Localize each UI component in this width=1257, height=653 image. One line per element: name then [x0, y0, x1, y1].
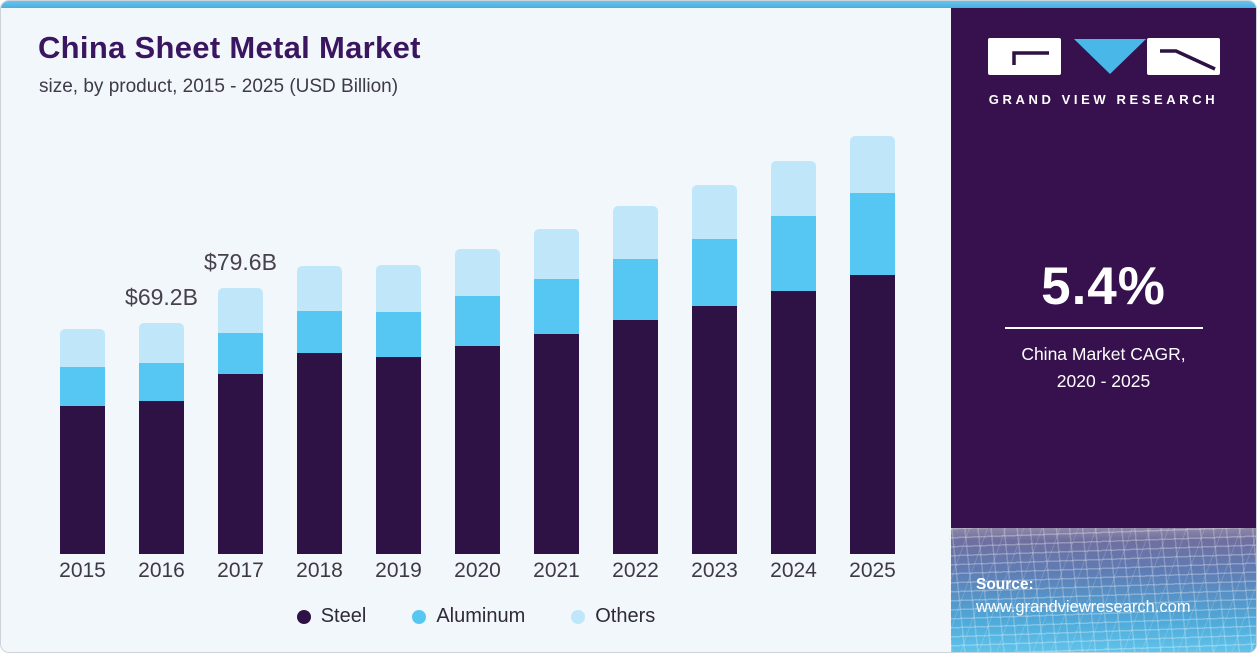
segment-steel-2018: [297, 352, 342, 554]
legend-label-aluminum: Aluminum: [436, 605, 526, 627]
segment-steel-2017: [218, 374, 263, 554]
segment-steel-2016: [139, 401, 184, 554]
bar-group-2023: 2023: [691, 185, 738, 582]
brand-logo: GRAND VIEW RESEARCH: [951, 38, 1256, 107]
bar-stack-2021: [534, 229, 579, 554]
segment-aluminum-2016: [139, 363, 184, 402]
segment-aluminum-2023: [692, 239, 737, 307]
segment-aluminum-2018: [297, 311, 342, 353]
bar-stack-2015: [60, 328, 105, 554]
bar-group-2018: 2018: [296, 266, 343, 582]
bar-group-2024: 2024: [770, 161, 817, 582]
x-tick-2016: 2016: [138, 559, 185, 582]
segment-others-2019: [376, 265, 421, 312]
source-block: Source: www.grandviewresearch.com: [976, 576, 1191, 617]
x-tick-2018: 2018: [296, 559, 343, 582]
legend-dot-steel-icon: [296, 609, 311, 624]
segment-steel-2015: [60, 406, 105, 554]
bar-group-2021: 2021: [533, 229, 580, 582]
legend-item-others: Others: [571, 605, 655, 628]
bar-stack-2023: [692, 185, 737, 554]
segment-aluminum-2017: [218, 332, 263, 375]
bar-group-2025: 2025: [849, 136, 896, 582]
segment-others-2024: [771, 161, 816, 216]
bar-stack-2022: [613, 205, 658, 554]
gvr-logo-icon: [987, 38, 1220, 75]
bar-stack-2020: [455, 248, 500, 554]
segment-others-2021: [534, 229, 579, 279]
bar-group-2017: $79.6B 2017: [204, 249, 277, 582]
legend-dot-others-icon: [571, 609, 586, 624]
cagr-caption-line2: 2020 - 2025: [1056, 371, 1151, 392]
cagr-value: 5.4%: [1041, 257, 1166, 316]
segment-others-2015: [60, 328, 105, 367]
bar-group-2019: 2019: [375, 265, 422, 582]
x-tick-2022: 2022: [612, 559, 659, 582]
segment-steel-2019: [376, 357, 421, 554]
bar-stack-2018: [297, 266, 342, 554]
segment-aluminum-2020: [455, 295, 500, 346]
source-url-link[interactable]: www.grandviewresearch.com: [976, 598, 1191, 616]
infographic-body: China Sheet Metal Market size, by produc…: [1, 8, 1256, 652]
segment-aluminum-2022: [613, 258, 658, 320]
bar-stack-2025: [850, 136, 895, 554]
legend-item-steel: Steel: [296, 605, 367, 628]
bar-total-label-2016: $69.2B: [125, 283, 198, 310]
page-title: China Sheet Metal Market: [38, 30, 421, 65]
bar-group-2015: 2015: [59, 328, 106, 582]
segment-others-2023: [692, 185, 737, 240]
page-subtitle: size, by product, 2015 - 2025 (USD Billi…: [39, 76, 399, 97]
bar-group-2022: 2022: [612, 205, 659, 582]
segment-steel-2021: [534, 333, 579, 554]
segment-others-2022: [613, 205, 658, 259]
brand-panel: GRAND VIEW RESEARCH 5.4% China Market CA…: [951, 8, 1256, 652]
source-label: Source:: [976, 576, 1034, 593]
cagr-stat: 5.4% China Market CAGR, 2020 - 2025: [951, 256, 1256, 395]
chart-card: China Sheet Metal Market size, by produc…: [1, 8, 951, 652]
bar-group-2020: 2020: [454, 248, 501, 582]
segment-steel-2024: [771, 291, 816, 554]
x-tick-2015: 2015: [59, 559, 106, 582]
x-tick-2020: 2020: [454, 559, 501, 582]
x-tick-2019: 2019: [375, 559, 422, 582]
segment-others-2016: [139, 322, 184, 364]
bar-stack-2024: [771, 161, 816, 554]
bar-stack-2017: [218, 288, 263, 554]
x-tick-2025: 2025: [849, 559, 896, 582]
segment-steel-2022: [613, 319, 658, 554]
segment-steel-2020: [455, 345, 500, 554]
legend-label-others: Others: [595, 605, 656, 627]
brand-name: GRAND VIEW RESEARCH: [988, 92, 1219, 107]
bar-stack-2019: [376, 265, 421, 554]
segment-aluminum-2015: [60, 366, 105, 406]
legend-dot-aluminum-icon: [412, 609, 427, 624]
segment-others-2020: [455, 248, 500, 296]
x-tick-2024: 2024: [770, 559, 817, 582]
x-tick-2021: 2021: [533, 559, 580, 582]
chart-legend: Steel Aluminum Others: [1, 605, 951, 628]
bar-stack-2016: [139, 322, 184, 554]
top-accent-stripe: [1, 1, 1256, 8]
segment-others-2018: [297, 266, 342, 312]
mesh-background: Source: www.grandviewresearch.com: [951, 528, 1256, 652]
legend-label-steel: Steel: [320, 605, 367, 627]
bar-group-2016: $69.2B 2016: [125, 284, 198, 582]
segment-steel-2023: [692, 306, 737, 554]
x-tick-2023: 2023: [691, 559, 738, 582]
segment-others-2017: [218, 288, 263, 333]
segment-aluminum-2019: [376, 311, 421, 358]
segment-aluminum-2021: [534, 278, 579, 334]
cagr-caption-line1: China Market CAGR,: [1021, 344, 1186, 364]
segment-others-2025: [850, 136, 895, 193]
segment-aluminum-2024: [771, 215, 816, 292]
x-tick-2017: 2017: [217, 559, 264, 582]
stacked-bar-chart: 2015 $69.2B 2016 $79.6B 2017 2018 2019 2020 2021…: [59, 136, 896, 582]
segment-aluminum-2025: [850, 192, 895, 276]
bar-total-label-2017: $79.6B: [204, 249, 277, 276]
segment-steel-2025: [850, 275, 895, 554]
stat-divider: [1004, 327, 1203, 329]
legend-item-aluminum: Aluminum: [412, 605, 525, 628]
